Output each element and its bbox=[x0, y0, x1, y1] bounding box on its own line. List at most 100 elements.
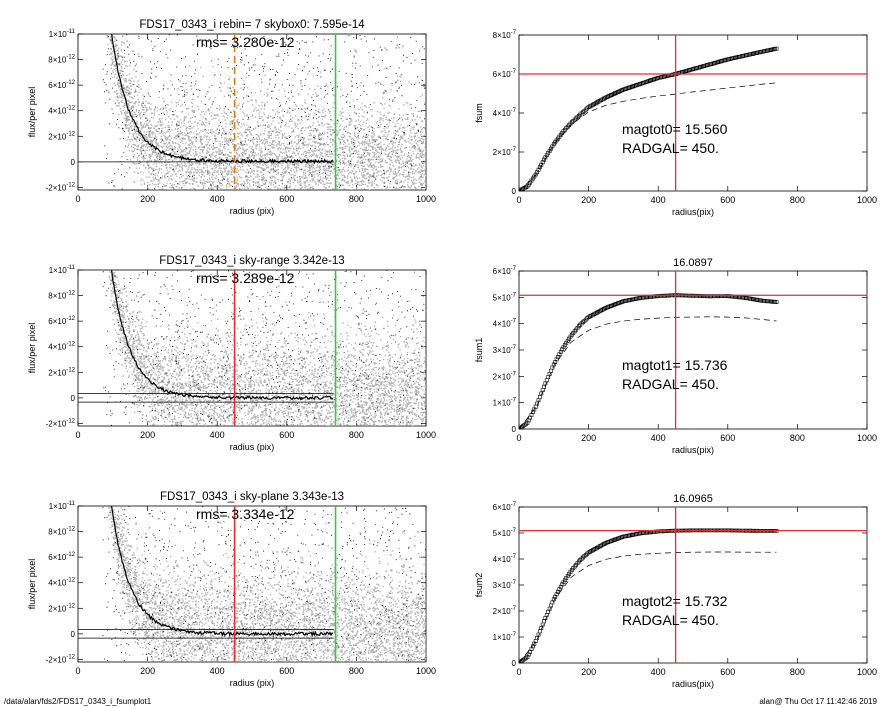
x-axis-label: radius (pix) bbox=[230, 206, 275, 216]
rms-annotation: rms= 3.334e-12 bbox=[196, 506, 295, 522]
magtot-annotation: magtot0= 15.560 bbox=[622, 121, 728, 137]
plot-frame bbox=[518, 34, 868, 192]
profile-plot-area bbox=[78, 506, 426, 662]
growth-plot-0: 0 200 400 600 800 1000 0 2×10-7 4×10-7 6×10-7 8×10… bbox=[474, 30, 877, 217]
y-tick-label: 1×10-11 bbox=[49, 501, 76, 511]
y-tick-label: 2×10-12 bbox=[48, 131, 75, 141]
y-tick-label: -2×10-12 bbox=[46, 654, 76, 664]
plot-title: FDS17_0343_i sky-plane 3.343e-13 bbox=[160, 491, 344, 503]
flux-sparse-points bbox=[102, 506, 426, 662]
plot-title: 16.0897 bbox=[673, 257, 713, 269]
flux-scatter-points bbox=[108, 270, 426, 426]
x-tick-label: 0 bbox=[75, 430, 80, 440]
y-tick-label: 0 bbox=[71, 158, 76, 167]
x-tick-label: 600 bbox=[720, 667, 735, 677]
y-tick-label: 1×10-11 bbox=[49, 265, 76, 275]
profile-plot-2: 0 200 400 600 800 1000 -2×10-12 0 2×10-12 4×10-12… bbox=[27, 491, 436, 688]
y-tick-label: 0 bbox=[71, 630, 76, 639]
y-tick-label: 4×10-7 bbox=[493, 554, 517, 564]
footer-file-path: /data/alan/fds2/FDS17_0343_i_fsumplot1 bbox=[4, 697, 152, 706]
x-tick-label: 800 bbox=[349, 194, 364, 204]
plot-title: 16.0965 bbox=[673, 493, 713, 505]
x-tick-label: 400 bbox=[210, 430, 225, 440]
plot-title: FDS17_0343_i sky-range 3.342e-13 bbox=[159, 255, 344, 267]
flux-scatter-points bbox=[106, 34, 426, 190]
y-tick-label: 8×10-12 bbox=[48, 527, 75, 537]
y-tick-label: 3×10-7 bbox=[493, 580, 517, 590]
y-tick-label: 2×10-12 bbox=[48, 367, 75, 377]
y-tick-label: 2×10-7 bbox=[493, 371, 517, 381]
y-tick-label: -2×10-12 bbox=[46, 182, 76, 192]
growth-curve-symbols bbox=[519, 293, 779, 429]
x-tick-label: 200 bbox=[140, 430, 155, 440]
y-tick-label: 6×10-12 bbox=[48, 80, 75, 90]
x-axis-label: radius(pix) bbox=[672, 679, 714, 689]
x-tick-label: 200 bbox=[581, 667, 596, 677]
growth-curve-symbols bbox=[519, 528, 779, 663]
y-tick-label: 0 bbox=[71, 394, 76, 403]
x-tick-label: 1000 bbox=[857, 667, 877, 677]
plot-frame bbox=[77, 269, 427, 427]
y-tick-label: 8×10-7 bbox=[493, 30, 517, 40]
x-tick-label: 800 bbox=[790, 195, 805, 205]
x-axis-label: radius(pix) bbox=[672, 445, 714, 455]
x-tick-label: 0 bbox=[516, 667, 521, 677]
y-tick-label: 5×10-7 bbox=[493, 292, 517, 302]
y-tick-label: 6×10-7 bbox=[493, 266, 517, 276]
x-tick-label: 800 bbox=[790, 433, 805, 443]
x-tick-label: 600 bbox=[279, 666, 294, 676]
mean-profile-line bbox=[110, 270, 334, 401]
x-tick-label: 400 bbox=[210, 194, 225, 204]
y-tick-label: 2×10-7 bbox=[493, 147, 517, 157]
y-tick-label: -2×10-12 bbox=[46, 418, 76, 428]
y-tick-label: 2×10-12 bbox=[48, 603, 75, 613]
y-tick-label: 1×10-7 bbox=[493, 632, 517, 642]
x-tick-label: 600 bbox=[279, 194, 294, 204]
x-tick-label: 1000 bbox=[857, 195, 877, 205]
x-tick-label: 200 bbox=[140, 194, 155, 204]
x-axis-label: radius (pix) bbox=[230, 678, 275, 688]
x-tick-label: 800 bbox=[790, 667, 805, 677]
y-tick-label: 6×10-12 bbox=[48, 316, 75, 326]
y-tick-label: 1×10-7 bbox=[493, 398, 517, 408]
x-tick-label: 0 bbox=[75, 666, 80, 676]
profile-plot-1: 0 200 400 600 800 1000 -2×10-12 0 2×10-12 4×10-12… bbox=[27, 255, 436, 452]
growth-curve-symbols bbox=[519, 46, 779, 191]
footer-user-timestamp: alan@ Thu Oct 17 11:42:46 2019 bbox=[759, 697, 877, 706]
x-tick-label: 600 bbox=[720, 195, 735, 205]
y-axis-label: fsum2 bbox=[474, 573, 484, 598]
x-tick-label: 200 bbox=[140, 666, 155, 676]
y-tick-label: 1×10-11 bbox=[49, 29, 76, 39]
profile-plot-0: 0 200 400 600 800 1000 -2×10-12 0 2×10-12 4×10-12… bbox=[27, 19, 436, 216]
x-tick-label: 200 bbox=[581, 195, 596, 205]
x-tick-label: 800 bbox=[349, 430, 364, 440]
x-tick-label: 600 bbox=[720, 433, 735, 443]
y-tick-label: 3×10-7 bbox=[493, 345, 517, 355]
y-axis-label: fsum bbox=[474, 103, 484, 123]
x-tick-label: 0 bbox=[516, 433, 521, 443]
comparison-curve-dashed bbox=[519, 316, 777, 429]
flux-scatter-points bbox=[108, 506, 426, 662]
x-tick-label: 1000 bbox=[416, 430, 436, 440]
y-axis-label: flux/per pixel bbox=[27, 559, 37, 610]
x-tick-label: 1000 bbox=[416, 666, 436, 676]
x-tick-label: 0 bbox=[516, 195, 521, 205]
y-tick-label: 5×10-7 bbox=[493, 528, 517, 538]
magtot-annotation: magtot1= 15.736 bbox=[622, 357, 728, 373]
rms-annotation: rms= 3.289e-12 bbox=[196, 270, 295, 286]
plot-title: FDS17_0343_i rebin= 7 skybox0: 7.595e-14 bbox=[139, 19, 365, 31]
mean-profile-line bbox=[110, 34, 334, 165]
x-tick-label: 400 bbox=[651, 433, 666, 443]
y-axis-label: fsum1 bbox=[474, 338, 484, 363]
y-tick-label: 2×10-7 bbox=[493, 606, 517, 616]
growth-plot-1: 0 200 400 600 800 1000 0 1×10-7 2×10-7 3×10-7 4×10… bbox=[474, 257, 877, 455]
x-tick-label: 200 bbox=[581, 433, 596, 443]
y-tick-label: 0 bbox=[512, 187, 517, 196]
x-tick-label: 800 bbox=[349, 666, 364, 676]
x-tick-label: 400 bbox=[651, 195, 666, 205]
mean-profile-line bbox=[110, 506, 334, 638]
x-tick-label: 1000 bbox=[416, 194, 436, 204]
x-tick-label: 400 bbox=[651, 667, 666, 677]
y-tick-label: 8×10-12 bbox=[48, 55, 75, 65]
